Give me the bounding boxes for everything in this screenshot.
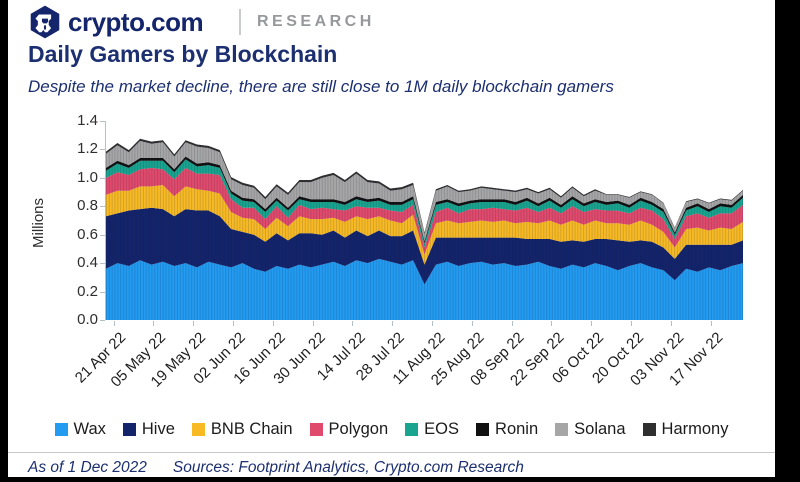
legend-swatch-solana xyxy=(555,423,569,436)
legend-item-wax: Wax xyxy=(54,420,106,439)
legend-label: Hive xyxy=(141,420,175,438)
page-subtitle: Despite the market decline, there are st… xyxy=(28,77,614,96)
x-tick-mark xyxy=(392,321,394,326)
legend-item-ronin: Ronin xyxy=(476,420,538,439)
sources-text: Sources: Footprint Analytics, Crypto.com… xyxy=(172,459,524,476)
x-tick-mark xyxy=(232,321,234,326)
as-of-date: As of 1 Dec 2022 xyxy=(28,459,147,476)
legend-item-hive: Hive xyxy=(122,420,175,439)
legend-label: Solana xyxy=(574,420,626,438)
crypto-com-logo-icon xyxy=(30,5,60,39)
legend-label: Harmony xyxy=(661,420,729,438)
x-tick-mark xyxy=(591,321,593,326)
y-tick-mark xyxy=(100,291,105,293)
legend-item-solana: Solana xyxy=(555,420,626,439)
chart-legend: Wax Hive BNB Chain Polygon EOS Ronin Solana Har… xyxy=(8,420,775,439)
legend-item-polygon: Polygon xyxy=(309,420,389,439)
y-tick-label: 0.8 xyxy=(77,197,98,215)
legend-swatch-hive xyxy=(122,423,136,436)
legend-label: BNB Chain xyxy=(210,420,293,438)
legend-item-harmony: Harmony xyxy=(642,420,729,439)
footer: As of 1 Dec 2022 Sources: Footprint Anal… xyxy=(28,459,524,477)
legend-item-eos: EOS xyxy=(405,420,459,439)
legend-swatch-wax xyxy=(54,423,68,436)
legend-label: Wax xyxy=(73,420,106,438)
frame-edge-left xyxy=(0,0,8,482)
brand-wordmark: crypto.com xyxy=(68,7,204,37)
legend-swatch-harmony xyxy=(642,423,656,436)
x-tick-mark xyxy=(471,321,473,326)
legend-item-bnb-chain: BNB Chain xyxy=(191,420,293,439)
legend-label: Ronin xyxy=(495,420,539,438)
legend-label: EOS xyxy=(424,420,460,438)
x-tick-mark xyxy=(113,321,115,326)
y-tick-mark xyxy=(100,320,105,321)
y-tick-label: 0.2 xyxy=(77,282,98,300)
x-tick-mark xyxy=(551,321,553,326)
y-tick-label: 0.6 xyxy=(77,225,98,243)
x-tick-mark xyxy=(670,321,672,326)
x-tick-mark xyxy=(432,321,434,326)
x-tick-mark xyxy=(312,321,314,326)
stacked-area-svg xyxy=(106,138,743,320)
x-tick-mark xyxy=(272,321,274,326)
y-tick-mark xyxy=(100,177,105,179)
footer-divider xyxy=(8,452,775,453)
x-tick-mark xyxy=(511,321,513,326)
y-tick-mark xyxy=(100,121,105,122)
page-title: Daily Gamers by Blockchain xyxy=(28,41,338,67)
y-tick-mark xyxy=(100,206,105,208)
legend-swatch-ronin xyxy=(476,423,490,436)
legend-swatch-bnb-chain xyxy=(191,423,205,436)
y-tick-mark xyxy=(100,234,105,236)
y-tick-mark xyxy=(100,263,105,265)
stacked-area-chart xyxy=(105,121,743,320)
legend-label: Polygon xyxy=(328,420,389,438)
y-tick-mark xyxy=(100,149,105,151)
legend-swatch-eos xyxy=(405,423,419,436)
x-tick-mark xyxy=(710,321,712,326)
y-tick-label: 0.0 xyxy=(77,311,98,328)
x-tick-mark xyxy=(193,321,195,326)
y-tick-label: 0.4 xyxy=(77,254,98,272)
day-bar-texture xyxy=(106,138,743,320)
x-tick-mark xyxy=(352,321,354,326)
x-tick-mark xyxy=(153,321,155,326)
frame-edge-bottom xyxy=(0,477,800,482)
y-tick-label: 1.4 xyxy=(77,112,98,129)
legend-swatch-polygon xyxy=(309,423,323,436)
y-axis-label: Millions xyxy=(30,197,47,248)
x-tick-mark xyxy=(631,321,633,326)
y-tick-label: 1.2 xyxy=(77,140,98,158)
y-tick-label: 1.0 xyxy=(77,168,98,186)
frame-edge-right xyxy=(775,0,800,482)
brand-divider xyxy=(239,9,241,35)
brand-suffix: RESEARCH xyxy=(257,13,375,30)
